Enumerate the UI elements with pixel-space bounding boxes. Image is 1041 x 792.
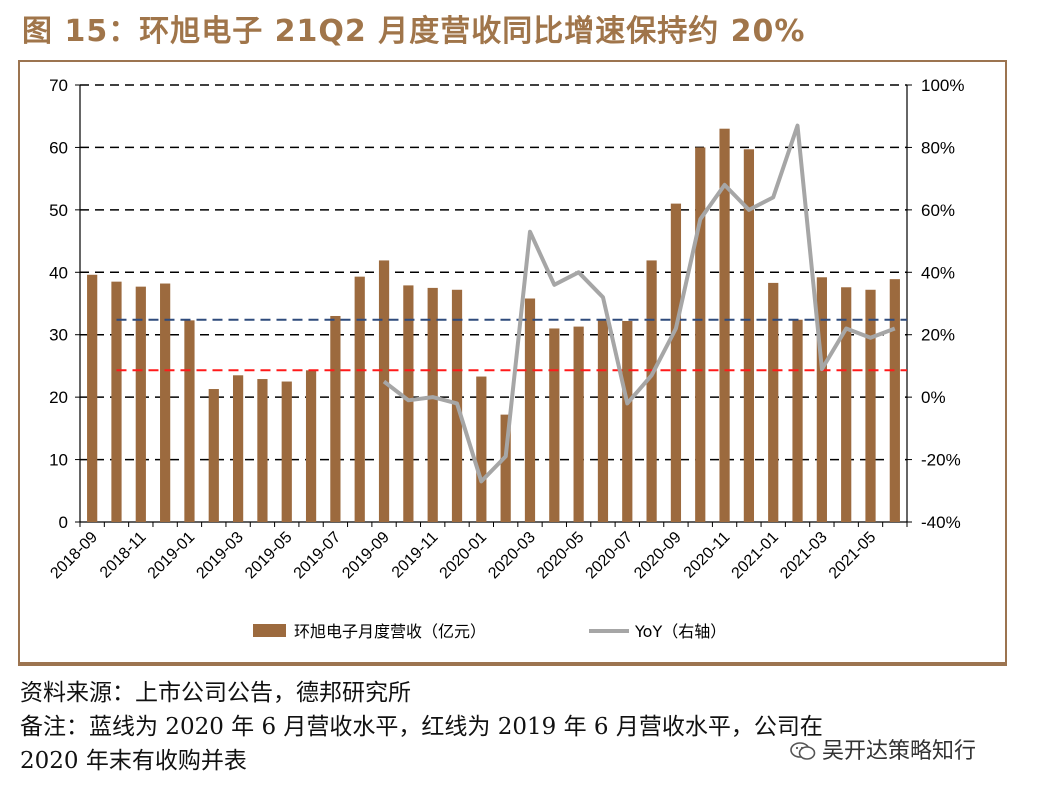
watermark: 吴开达策略知行 <box>790 733 976 765</box>
x-tick-label: 2019-11 <box>389 529 442 582</box>
bar <box>184 320 195 522</box>
bar <box>743 149 755 522</box>
bar <box>573 326 584 522</box>
x-tick-label: 2021-05 <box>826 529 880 583</box>
bar <box>111 281 122 522</box>
y-tick-label-right: -20% <box>921 451 961 470</box>
bar <box>330 315 341 522</box>
bar <box>476 376 487 522</box>
chart-frame-bottom-rule <box>18 662 1007 666</box>
bar <box>768 282 779 522</box>
y-tick-label-right: 0% <box>921 388 946 407</box>
x-tick-label: 2019-09 <box>339 529 393 583</box>
bar <box>646 260 657 522</box>
x-tick-label: 2020-09 <box>631 529 685 583</box>
source-note: 资料来源：上市公司公告，德邦研究所 <box>20 680 411 706</box>
bar <box>403 285 414 522</box>
y-tick-label-right: 20% <box>921 326 955 345</box>
bar <box>87 274 98 522</box>
x-tick-label: 2021-01 <box>729 529 783 583</box>
x-tick-label: 2021-03 <box>777 529 831 583</box>
bar <box>792 319 803 522</box>
x-tick-label: 2019-03 <box>193 529 247 583</box>
bar <box>597 320 609 522</box>
bar <box>354 276 365 522</box>
y-tick-label-right: -40% <box>921 513 961 532</box>
x-tick-label: 2020-05 <box>534 529 588 583</box>
watermark-text: 吴开达策略知行 <box>822 739 977 764</box>
y-tick-label-right: 40% <box>921 263 955 282</box>
x-tick-label: 2018-11 <box>97 529 150 582</box>
x-tick-label: 2020-01 <box>437 529 491 583</box>
y-tick-label-left: 20 <box>49 388 68 407</box>
bar <box>378 260 390 522</box>
chart-title: 图 15：环旭电子 21Q2 月度营收同比增速保持约 20% <box>22 14 806 49</box>
y-tick-label-right: 80% <box>921 138 955 157</box>
y-tick-label-left: 40 <box>49 263 68 282</box>
bar <box>281 381 292 522</box>
yoy-line <box>382 123 896 484</box>
bar <box>160 283 171 522</box>
remark-line-2: 2020 年末有收购并表 <box>20 748 247 774</box>
x-tick-label: 2019-01 <box>145 529 199 583</box>
remark-line-1: 备注：蓝线为 2020 年 6 月营收水平，红线为 2019 年 6 月营收水平… <box>20 714 823 740</box>
y-tick-label-left: 70 <box>49 76 68 95</box>
legend-swatch-bar <box>253 624 286 637</box>
bar <box>208 389 219 522</box>
y-tick-label-left: 60 <box>49 138 68 157</box>
y-tick-label-left: 0 <box>59 513 68 532</box>
bar <box>549 328 560 522</box>
y-tick-label-left: 50 <box>49 201 68 220</box>
bar <box>305 370 317 522</box>
y-tick-label-left: 30 <box>49 326 68 345</box>
bar <box>816 277 827 522</box>
bar <box>232 375 244 522</box>
bar <box>524 298 536 522</box>
bar <box>865 289 876 522</box>
bar <box>841 287 852 522</box>
bar <box>670 203 682 522</box>
legend-label-line: YoY（右轴） <box>634 622 726 641</box>
x-tick-label: 2020-11 <box>681 529 734 582</box>
bar <box>257 379 268 522</box>
y-tick-label-right: 60% <box>921 201 955 220</box>
y-tick-label-left: 10 <box>49 451 68 470</box>
bar <box>135 286 146 522</box>
x-tick-label: 2020-07 <box>583 529 637 583</box>
x-tick-label: 2018-09 <box>47 529 101 583</box>
bar <box>622 320 633 522</box>
y-tick-label-right: 100% <box>921 76 964 95</box>
bar <box>889 279 900 522</box>
legend-label-bar: 环旭电子月度营收（亿元） <box>294 622 486 641</box>
x-tick-label: 2020-03 <box>485 529 539 583</box>
wechat-icon <box>790 742 816 760</box>
bar <box>427 287 438 522</box>
bar <box>500 414 511 522</box>
bar <box>719 128 730 522</box>
bar <box>695 147 706 522</box>
x-tick-label: 2019-05 <box>242 529 296 583</box>
x-tick-label: 2019-07 <box>291 529 345 583</box>
